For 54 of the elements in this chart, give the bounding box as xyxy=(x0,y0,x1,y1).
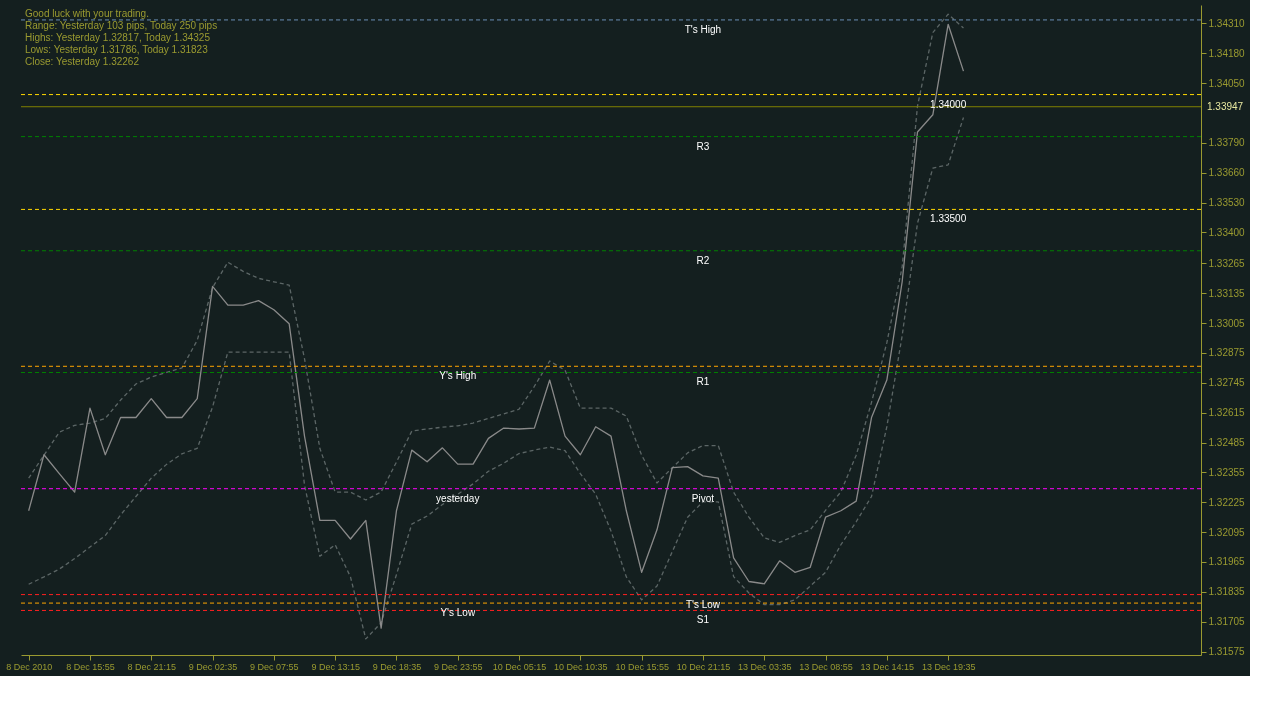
x-tick-label: 8 Dec 2010 xyxy=(6,661,53,672)
y-tick-label: 1.34310 xyxy=(1208,17,1246,29)
y-tick-label: 1.32095 xyxy=(1208,526,1246,538)
x-tick-label: 9 Dec 07:55 xyxy=(250,661,299,672)
annotation: S1 xyxy=(696,614,710,626)
x-tick-label: 8 Dec 21:15 xyxy=(127,661,177,672)
annotation: Range: Yesterday 103 pips, Today 250 pips xyxy=(25,20,218,31)
x-tick-label: 10 Dec 05:15 xyxy=(492,661,547,672)
annotation: Highs: Yesterday 1.32817, Today 1.34325 xyxy=(25,32,211,43)
annotation: Y's High xyxy=(439,370,477,382)
x-tick-label: 13 Dec 19:35 xyxy=(921,661,976,672)
y-tick-label: 1.34050 xyxy=(1208,77,1246,89)
y-tick-label: 1.32745 xyxy=(1208,377,1246,389)
y-tick-label: 1.33530 xyxy=(1208,197,1246,209)
x-tick-label: 10 Dec 21:15 xyxy=(676,661,731,672)
annotation: R2 xyxy=(696,254,710,266)
y-tick-label: 1.31575 xyxy=(1208,646,1246,658)
x-tick-label: 13 Dec 03:35 xyxy=(737,661,792,672)
y-tick-label: 1.33400 xyxy=(1208,226,1246,238)
annotation: yesterday xyxy=(436,492,480,504)
ref-line-label: 1.33947 xyxy=(1207,100,1244,112)
x-tick-label: 9 Dec 13:15 xyxy=(311,661,360,672)
y-tick-label: 1.31835 xyxy=(1208,586,1246,598)
annotation: R1 xyxy=(696,376,710,388)
y-tick-label: 1.32225 xyxy=(1208,496,1246,508)
y-tick-label: 1.31705 xyxy=(1208,616,1246,628)
y-tick-label: 1.33135 xyxy=(1208,287,1246,299)
x-tick-label: 10 Dec 15:55 xyxy=(615,661,669,672)
y-tick-label: 1.33660 xyxy=(1208,167,1246,179)
y-tick-label: 1.32615 xyxy=(1208,407,1246,419)
y-tick-label: 1.32485 xyxy=(1208,437,1246,449)
x-tick-label: 13 Dec 08:55 xyxy=(799,661,853,672)
annotation: Lows: Yesterday 1.31786, Today 1.31823 xyxy=(25,44,209,55)
y-tick-label: 1.33005 xyxy=(1208,317,1246,329)
y-tick-label: 1.31965 xyxy=(1208,556,1246,568)
annotation: Pivot xyxy=(691,492,715,504)
line-series xyxy=(28,116,965,640)
x-tick-label: 9 Dec 18:35 xyxy=(372,661,422,672)
y-tick-label: 1.33790 xyxy=(1208,137,1246,149)
x-tick-label: 13 Dec 14:15 xyxy=(860,661,915,672)
annotation: Good luck with your trading. xyxy=(25,8,149,19)
x-tick-label: 9 Dec 02:35 xyxy=(188,661,238,672)
y-tick-label: 1.32355 xyxy=(1208,466,1246,478)
y-tick-label: 1.33265 xyxy=(1208,257,1246,269)
annotation: R3 xyxy=(696,140,710,152)
y-tick-label: 1.32875 xyxy=(1208,347,1246,359)
y-tick-label: 1.34180 xyxy=(1208,47,1246,59)
annotation: T's High xyxy=(684,23,722,35)
x-tick-label: 9 Dec 23:55 xyxy=(433,661,483,672)
annotation: 1.33500 xyxy=(930,213,967,225)
annotation: Close: Yesterday 1.32262 xyxy=(25,56,140,67)
x-tick-label: 10 Dec 10:35 xyxy=(554,661,608,672)
x-tick-label: 8 Dec 15:55 xyxy=(66,661,115,672)
annotation: 1.34000 xyxy=(930,98,967,110)
